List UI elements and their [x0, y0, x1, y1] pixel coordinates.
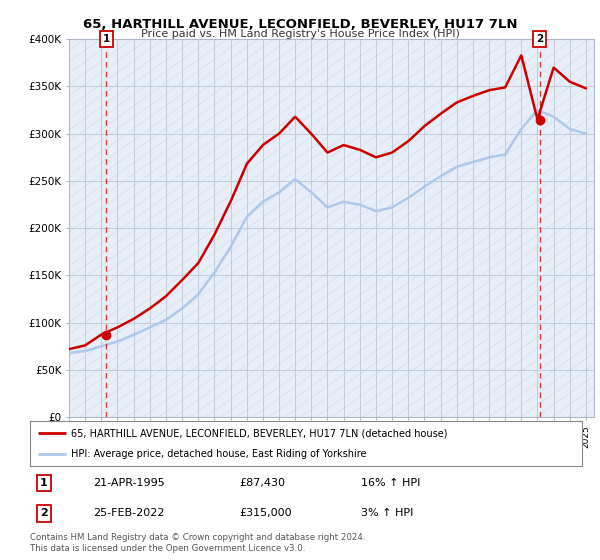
Text: 25-FEB-2022: 25-FEB-2022 [94, 508, 165, 519]
Text: 2: 2 [536, 34, 544, 44]
Text: 1: 1 [40, 478, 47, 488]
Text: 1: 1 [103, 34, 110, 44]
Text: 65, HARTHILL AVENUE, LECONFIELD, BEVERLEY, HU17 7LN (detached house): 65, HARTHILL AVENUE, LECONFIELD, BEVERLE… [71, 428, 448, 438]
Text: 65, HARTHILL AVENUE, LECONFIELD, BEVERLEY, HU17 7LN: 65, HARTHILL AVENUE, LECONFIELD, BEVERLE… [83, 18, 517, 31]
Text: 16% ↑ HPI: 16% ↑ HPI [361, 478, 421, 488]
Text: £87,430: £87,430 [240, 478, 286, 488]
Text: Price paid vs. HM Land Registry's House Price Index (HPI): Price paid vs. HM Land Registry's House … [140, 29, 460, 39]
Text: 3% ↑ HPI: 3% ↑ HPI [361, 508, 413, 519]
Text: 21-APR-1995: 21-APR-1995 [94, 478, 165, 488]
Text: HPI: Average price, detached house, East Riding of Yorkshire: HPI: Average price, detached house, East… [71, 449, 367, 459]
Text: Contains HM Land Registry data © Crown copyright and database right 2024.
This d: Contains HM Land Registry data © Crown c… [30, 533, 365, 553]
Text: £315,000: £315,000 [240, 508, 292, 519]
Text: 2: 2 [40, 508, 47, 519]
